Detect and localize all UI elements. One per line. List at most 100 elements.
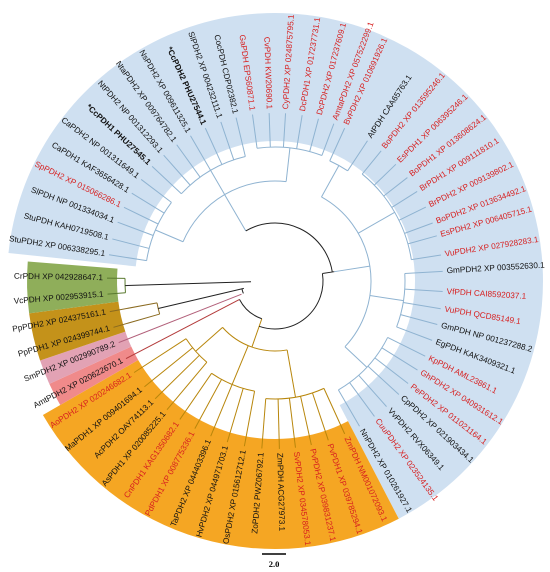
tree-branch <box>226 388 244 443</box>
tree-branch <box>277 398 280 449</box>
tree-branch <box>144 347 193 388</box>
tree-branch <box>344 346 368 368</box>
tree-branch <box>190 135 212 171</box>
tree-branch <box>322 271 335 275</box>
tree-branch <box>337 389 360 427</box>
clade-band-eudicot-b <box>8 12 382 267</box>
tree-branch <box>125 299 240 360</box>
tree-branch <box>261 398 267 449</box>
tip-label: CrPDH XP 042928647.1 <box>14 272 104 283</box>
clade-band-selaginella <box>40 331 132 384</box>
tree-branch <box>361 150 382 175</box>
tree-branch <box>311 392 329 441</box>
tree-branch <box>288 398 296 448</box>
clade-band-chlorophyte <box>27 261 119 314</box>
tree-branch <box>282 113 287 148</box>
tree-branch <box>374 357 409 384</box>
tree-branch <box>204 127 223 165</box>
tree-branch <box>321 123 335 156</box>
tree-branch <box>182 180 287 242</box>
tree-branch <box>358 374 387 407</box>
tree-branch <box>369 295 404 302</box>
tree-branch <box>166 361 208 411</box>
tree-branch <box>321 196 372 348</box>
tree-branch <box>251 114 258 149</box>
tree-branch <box>231 345 249 385</box>
tree-branch <box>113 313 160 328</box>
tree-branch <box>334 265 370 273</box>
tree-branch <box>195 327 223 352</box>
tree-branch <box>349 382 375 417</box>
tree-branch <box>404 288 443 293</box>
tree-branch <box>118 293 242 344</box>
tree-branch <box>400 314 438 325</box>
tree-branch <box>163 154 191 186</box>
tree-branch <box>259 273 324 330</box>
tree-branch <box>224 194 247 232</box>
tree-branch <box>251 318 263 348</box>
tip-label: ZmPDH ACG27973.1 <box>275 453 286 532</box>
tree-branch <box>154 354 200 400</box>
tree-branch <box>286 349 296 398</box>
tree-branch <box>245 222 333 273</box>
tree-branch <box>387 336 426 357</box>
tree-branch <box>398 206 427 221</box>
tree-branch <box>176 144 201 178</box>
tree-branch <box>179 373 212 420</box>
clade-band-monocot <box>42 360 399 549</box>
tree-branch <box>300 396 312 446</box>
tree-branch <box>391 191 418 208</box>
tree-branch <box>239 299 262 320</box>
tree-branch <box>358 211 395 234</box>
tree-branch <box>210 170 226 195</box>
tree-branch <box>403 301 441 310</box>
tree-branch <box>381 347 418 371</box>
tree-branch <box>323 388 346 435</box>
tree-branch <box>411 254 442 261</box>
tree-branch <box>338 337 389 391</box>
tree-branch <box>194 379 222 429</box>
tree-branch <box>117 221 154 236</box>
tree-branch <box>112 238 150 249</box>
tree-branch <box>268 113 271 148</box>
tree-branch <box>108 254 147 262</box>
tree-branch <box>404 270 443 275</box>
tree-branch <box>123 206 159 225</box>
tree-branch <box>321 165 340 198</box>
tree-branch <box>407 235 437 245</box>
tree-branch <box>107 292 126 295</box>
clade-band-eudicot-a <box>326 31 543 519</box>
tip-label: CvPDH KW20690.1 <box>262 37 274 110</box>
tree-branch <box>329 160 348 172</box>
tree-branch <box>241 288 244 294</box>
tree-branch <box>140 179 172 203</box>
tree-branch <box>133 338 187 373</box>
tree-branch <box>347 140 368 172</box>
tree-branch <box>383 177 408 197</box>
tree-branches <box>107 113 443 449</box>
tree-branch <box>309 118 319 152</box>
tree-branch <box>220 121 235 160</box>
tree-branch <box>373 163 397 186</box>
tree-branch <box>155 229 184 243</box>
tree-branch <box>243 391 256 447</box>
scale-bar-label: 2.0 <box>269 559 280 569</box>
clade-band-amborella <box>49 346 139 405</box>
tree-branch <box>329 127 346 162</box>
clade-band-moss <box>29 301 126 361</box>
tree-branch <box>396 326 433 341</box>
tree-branch <box>285 147 291 182</box>
tree-branch <box>210 384 233 437</box>
tree-branch <box>125 281 252 287</box>
tree-branch <box>235 117 246 157</box>
tree-branch <box>158 287 244 309</box>
tree-branch <box>367 365 400 395</box>
tree-branch <box>109 302 158 313</box>
tree-branch <box>404 222 433 234</box>
tree-branch <box>131 192 165 214</box>
clade-color-bands <box>8 12 543 549</box>
tree-branch <box>296 115 303 149</box>
tree-branch <box>151 166 182 195</box>
scale-bar: 2.0 <box>262 553 286 569</box>
